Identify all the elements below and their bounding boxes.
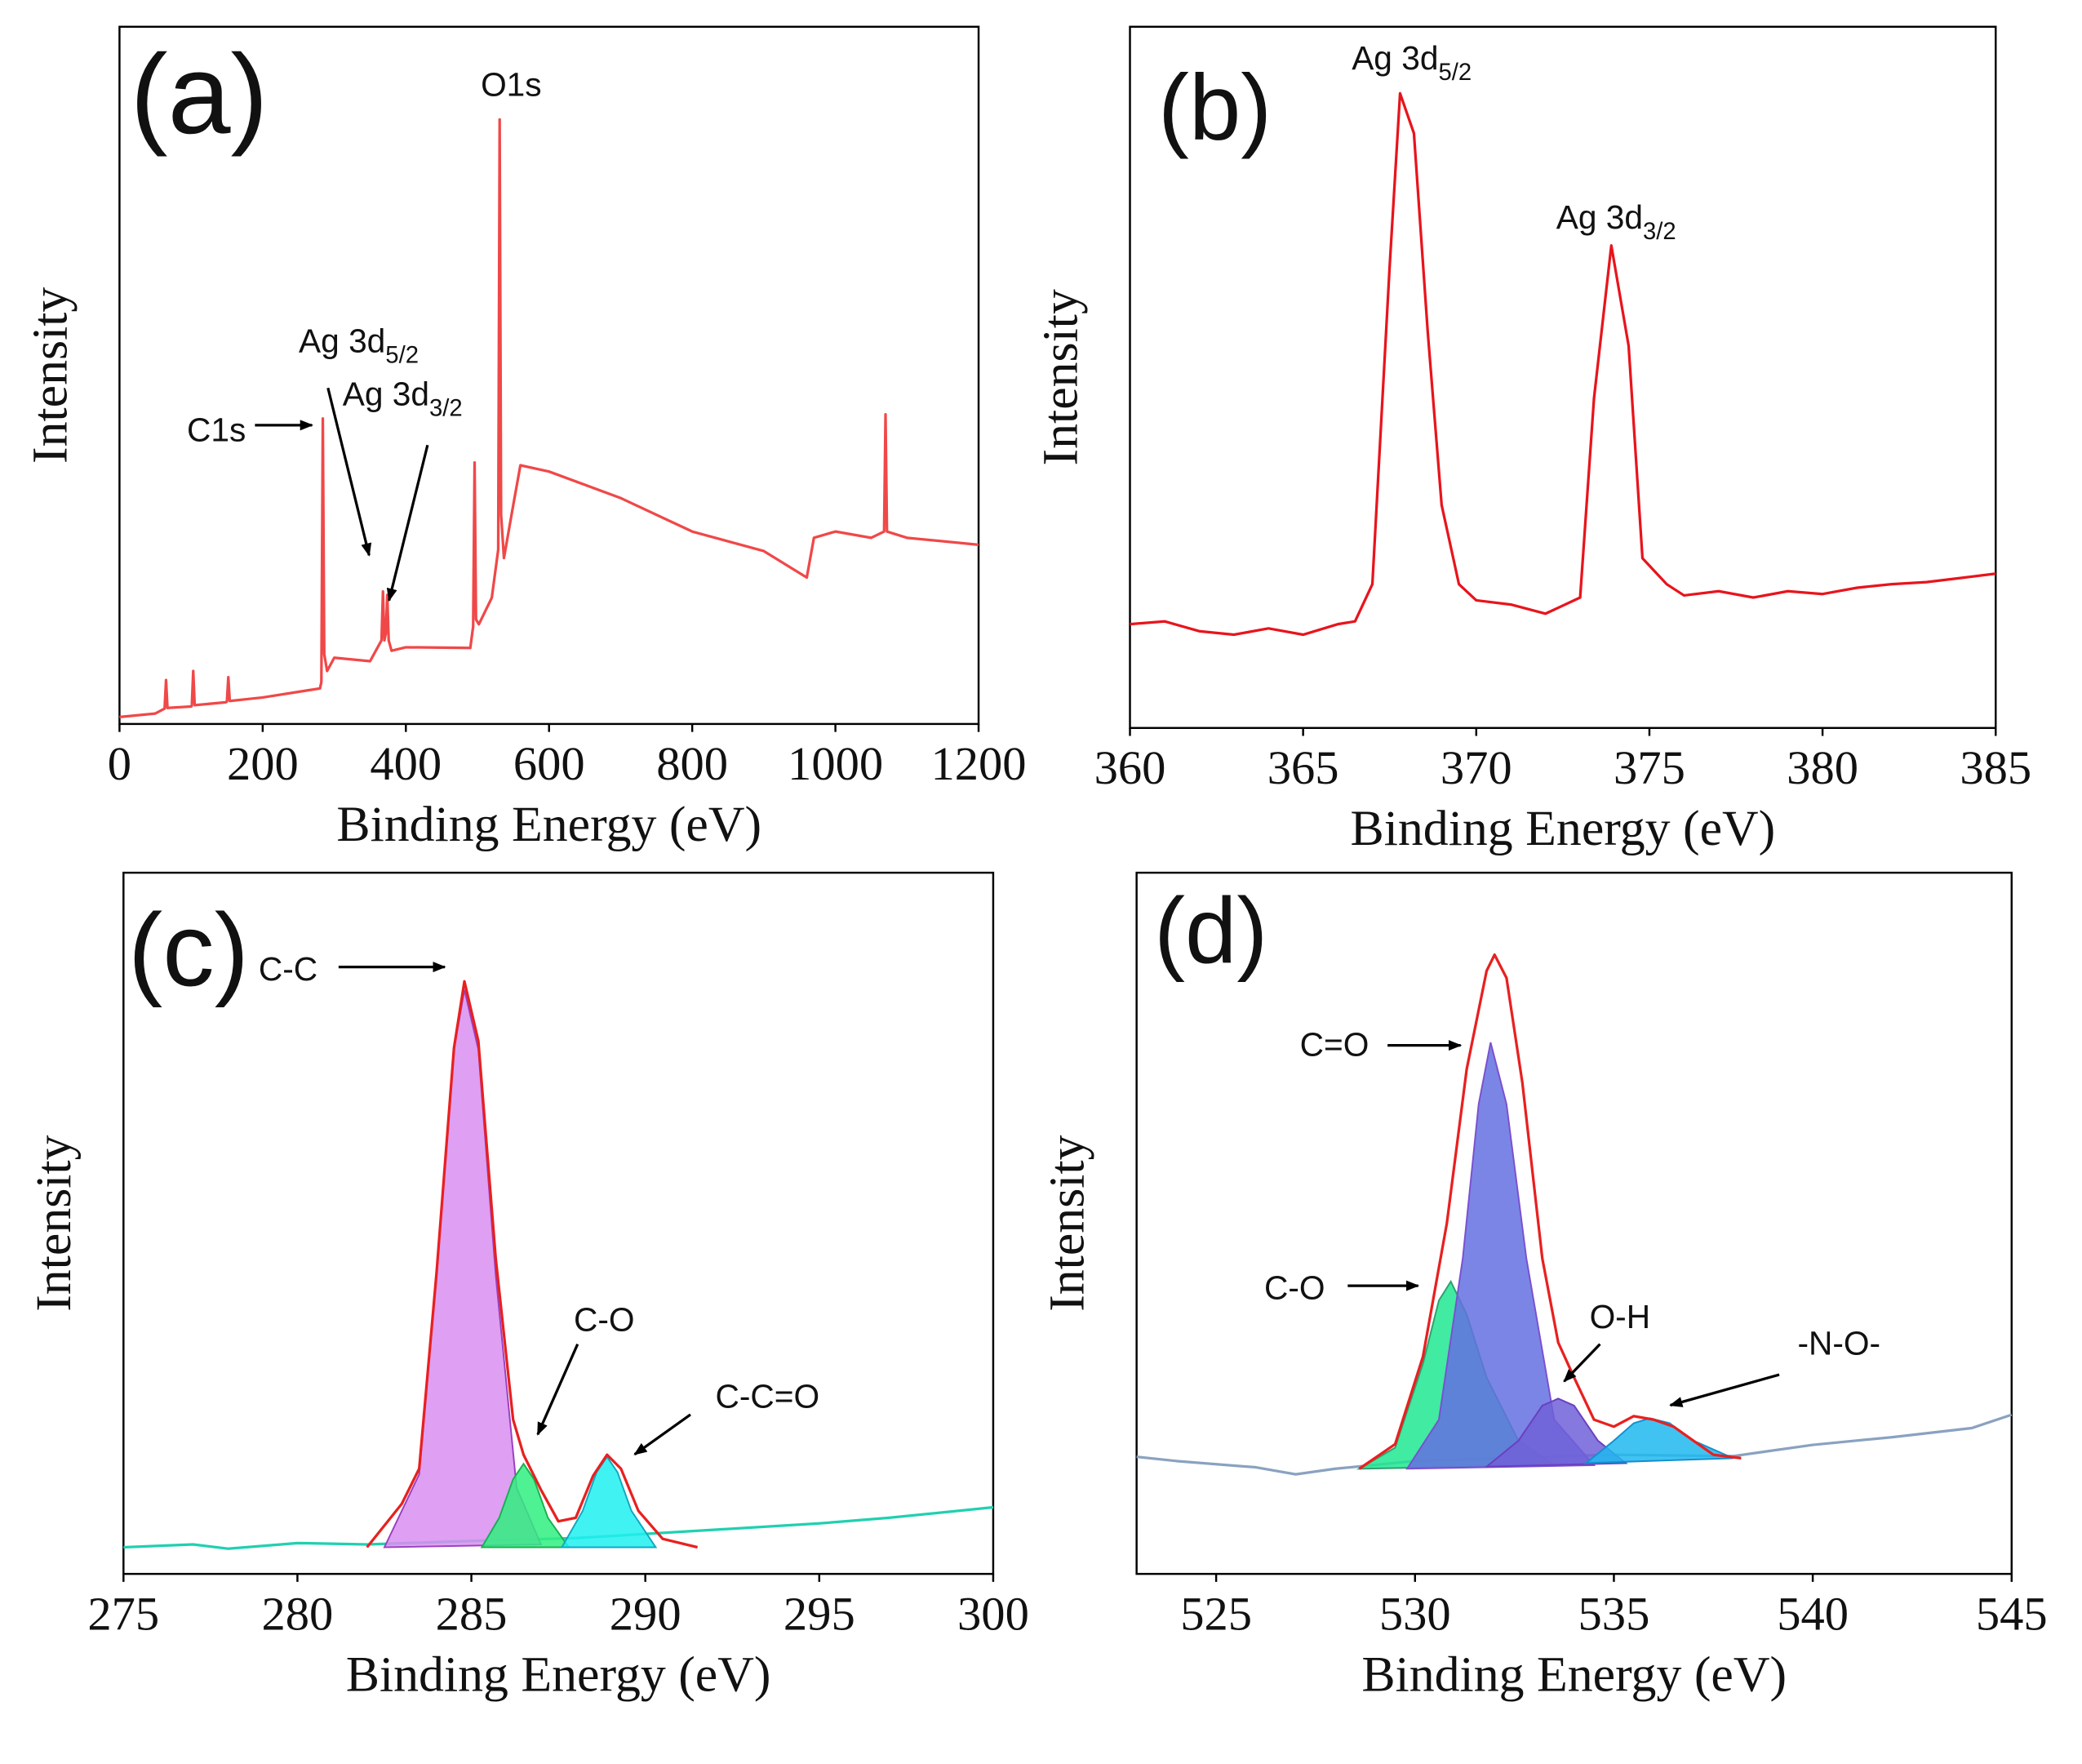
annotation: C1s [187, 411, 246, 448]
annotation-text: Ag 3d [1556, 198, 1643, 236]
y-axis-title: Intensity [1040, 1135, 1095, 1311]
x-tick-label: 400 [370, 737, 442, 790]
arrow [386, 444, 429, 602]
annotation-text: Ag 3d [1352, 39, 1438, 77]
x-tick-label: 295 [784, 1587, 855, 1640]
x-tick-label: 800 [656, 737, 728, 790]
x-tick-label: 535 [1578, 1587, 1650, 1640]
arrow [633, 1413, 691, 1456]
x-tick-label: 385 [1960, 741, 2031, 794]
plots: 0 200 400 600 800 1000 1200 Binding Energy (eV)… [22, 25, 2048, 1702]
x-axis-title: Binding Energy (eV) [1351, 801, 1776, 856]
panel-label: (c) [128, 891, 249, 1007]
plot-frame [1135, 871, 2013, 1575]
x-tick-label: 540 [1777, 1587, 1849, 1640]
x-tick-label: 1000 [788, 737, 883, 790]
panel-label: (d) [1154, 880, 1267, 984]
x-tick-label: 525 [1180, 1587, 1252, 1640]
x-tick-label: 1200 [930, 737, 1026, 790]
plot-frame [122, 871, 995, 1575]
annotation: Ag 3d5/2 [299, 322, 419, 368]
spectrum-line [1130, 91, 1996, 637]
peak-area [560, 1455, 658, 1548]
annotation: C-O [1264, 1269, 1325, 1306]
annotation: C-C=O [716, 1378, 820, 1415]
panel-label: (b) [1158, 56, 1272, 160]
x-tick-label: 380 [1787, 741, 1858, 794]
y-axis-title: Intensity [1032, 289, 1088, 465]
annotation: C-O [574, 1300, 635, 1338]
x-tick-label: 200 [227, 737, 299, 790]
peak-area [383, 989, 543, 1548]
x-tick-label: 545 [1976, 1587, 2048, 1640]
arrow [1563, 1343, 1601, 1383]
annotation-text: Ag 3d [343, 375, 429, 412]
x-tick-label: 300 [957, 1587, 1029, 1640]
spectrum-line [119, 118, 979, 718]
panel-label: (a) [131, 32, 269, 158]
spectrum-line [366, 980, 699, 1549]
annotation: -N-O- [1797, 1325, 1880, 1362]
arrow [326, 387, 372, 557]
annotation-sub: 3/2 [429, 394, 463, 421]
x-axis-title: Binding Energy (eV) [346, 1646, 771, 1702]
x-tick-label: 280 [262, 1587, 334, 1640]
annotation: O1s [481, 65, 542, 103]
annotation-sub: 5/2 [385, 341, 419, 368]
annotation-text: Ag 3d [299, 322, 385, 359]
x-tick-label: 0 [108, 737, 131, 790]
annotation: Ag 3d5/2 [1352, 39, 1472, 86]
x-axis-title: Binding Energy (eV) [336, 797, 761, 852]
plot-frame [1129, 25, 1997, 729]
arrow [1669, 1373, 1780, 1407]
x-tick-label: 360 [1094, 741, 1166, 794]
y-axis-title: Intensity [26, 1135, 82, 1311]
x-tick-label: 285 [436, 1587, 508, 1640]
annotation: Ag 3d3/2 [1556, 198, 1676, 245]
x-axis-title: Binding Energy (eV) [1361, 1646, 1787, 1702]
spectrum-line [1358, 953, 1742, 1470]
annotation: C=O [1300, 1026, 1370, 1064]
y-axis-title: Intensity [22, 287, 78, 464]
annotation: O-H [1590, 1298, 1651, 1335]
annotation: Ag 3d3/2 [343, 375, 463, 421]
x-tick-label: 375 [1614, 741, 1685, 794]
x-tick-label: 530 [1379, 1587, 1451, 1640]
annotation-sub: 3/2 [1643, 218, 1676, 245]
x-tick-label: 290 [610, 1587, 681, 1640]
x-tick-label: 600 [513, 737, 585, 790]
x-tick-label: 275 [87, 1587, 159, 1640]
x-tick-label: 365 [1267, 741, 1339, 794]
annotation: C-C [259, 950, 317, 988]
annotation-sub: 5/2 [1438, 59, 1472, 86]
x-tick-label: 370 [1441, 741, 1512, 794]
arrow [536, 1344, 579, 1436]
